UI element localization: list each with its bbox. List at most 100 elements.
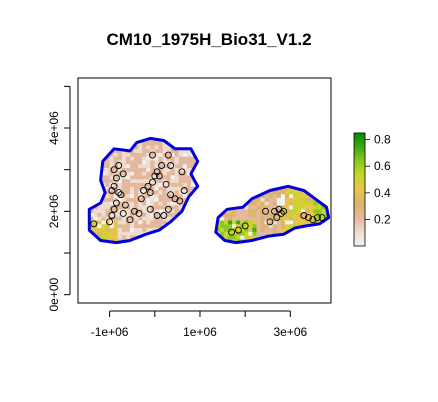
raster-cell: [134, 186, 139, 191]
raster-cell: [325, 223, 329, 228]
raster-cell: [178, 160, 184, 165]
raster-cell: [130, 138, 135, 142]
raster-cell: [109, 167, 115, 172]
raster-cell: [146, 160, 151, 165]
occurrence-point: [300, 212, 308, 219]
raster-cell: [166, 227, 172, 232]
raster-cell: [256, 201, 261, 206]
raster-cell: [232, 201, 237, 206]
raster-cell: [150, 201, 155, 206]
raster-cell: [252, 235, 257, 240]
occurrence-point: [110, 166, 118, 174]
raster-cell: [125, 138, 131, 142]
raster-cell: [228, 186, 233, 191]
legend-tick-label: 0.2: [374, 212, 391, 226]
raster-cell: [313, 205, 318, 210]
raster-cell: [280, 216, 286, 221]
raster-cell: [121, 220, 127, 225]
raster-cell: [174, 175, 180, 180]
raster-cell: [138, 182, 143, 187]
raster-cell: [313, 208, 318, 213]
raster-cell: [297, 208, 302, 213]
raster-cell: [293, 231, 298, 236]
raster-cell: [223, 212, 229, 217]
raster-cell: [158, 231, 163, 236]
raster-cell: [89, 212, 94, 217]
raster-cell: [186, 190, 192, 195]
raster-cell: [260, 220, 265, 225]
raster-cell: [174, 235, 180, 240]
raster-cell: [228, 208, 233, 213]
raster-cell: [268, 220, 274, 225]
raster-cell: [162, 212, 167, 217]
raster-cell: [109, 138, 115, 142]
raster-cell: [248, 227, 253, 232]
raster-cell: [146, 208, 151, 213]
raster-cell: [174, 148, 180, 153]
raster-cell: [252, 201, 257, 206]
raster-cell: [219, 216, 225, 221]
occurrence-point: [171, 195, 179, 203]
occurrence-point: [119, 170, 127, 178]
raster-cell: [301, 197, 306, 202]
raster-cell: [276, 216, 282, 221]
legend-colorbar-border: [353, 132, 366, 247]
raster-cell: [162, 235, 167, 240]
raster-cell: [101, 227, 106, 232]
raster-cell: [109, 220, 115, 225]
raster-cell: [186, 235, 192, 240]
raster-cell: [186, 186, 192, 191]
raster-cell: [293, 235, 298, 240]
occurrence-point: [131, 207, 138, 215]
x-tick-label: 1e+06: [183, 325, 217, 339]
raster-cell: [186, 163, 192, 168]
raster-cell: [174, 178, 180, 183]
raster-cell: [276, 193, 282, 198]
raster-cell: [138, 167, 143, 172]
raster-cell: [166, 145, 172, 150]
raster-cell: [134, 156, 139, 161]
raster-cell: [268, 216, 274, 221]
raster-cell: [113, 182, 119, 187]
legend-colorbar: [354, 133, 365, 246]
raster-cell: [182, 223, 188, 228]
raster-cell: [121, 138, 127, 142]
raster-cell: [142, 216, 147, 221]
occurrence-point: [266, 218, 274, 226]
raster-cell: [117, 138, 123, 142]
raster-cell: [125, 223, 131, 228]
raster-cell: [305, 201, 310, 206]
raster-cell: [186, 152, 192, 157]
raster-cell: [276, 238, 282, 243]
raster-cell: [117, 223, 123, 228]
raster-cell: [138, 205, 143, 210]
raster-cell: [195, 223, 198, 228]
raster-cell: [219, 201, 225, 206]
raster-cell: [325, 227, 329, 232]
raster-cell: [105, 227, 111, 232]
raster-cell: [293, 201, 298, 206]
raster-cell: [113, 193, 119, 198]
raster-cell: [170, 238, 176, 243]
raster-cell: [325, 190, 329, 195]
raster-cell: [117, 205, 123, 210]
raster-cell: [309, 197, 314, 202]
raster-cell: [150, 141, 155, 146]
raster-cell: [293, 212, 298, 217]
x-tick-label: 3e+06: [273, 325, 307, 339]
raster-cell: [170, 205, 176, 210]
raster-cell: [142, 201, 147, 206]
raster-cell: [232, 193, 237, 198]
raster-cell: [146, 197, 151, 202]
raster-cell: [117, 167, 123, 172]
raster-cell: [297, 220, 302, 225]
raster-cell: [195, 201, 198, 206]
raster-cell: [162, 182, 167, 187]
raster-cell: [113, 223, 119, 228]
raster-cell: [248, 205, 253, 210]
raster-cell: [284, 208, 290, 213]
raster-cell: [101, 167, 106, 172]
raster-cell: [146, 238, 151, 243]
raster-cell: [154, 141, 159, 146]
raster-cell: [113, 220, 119, 225]
